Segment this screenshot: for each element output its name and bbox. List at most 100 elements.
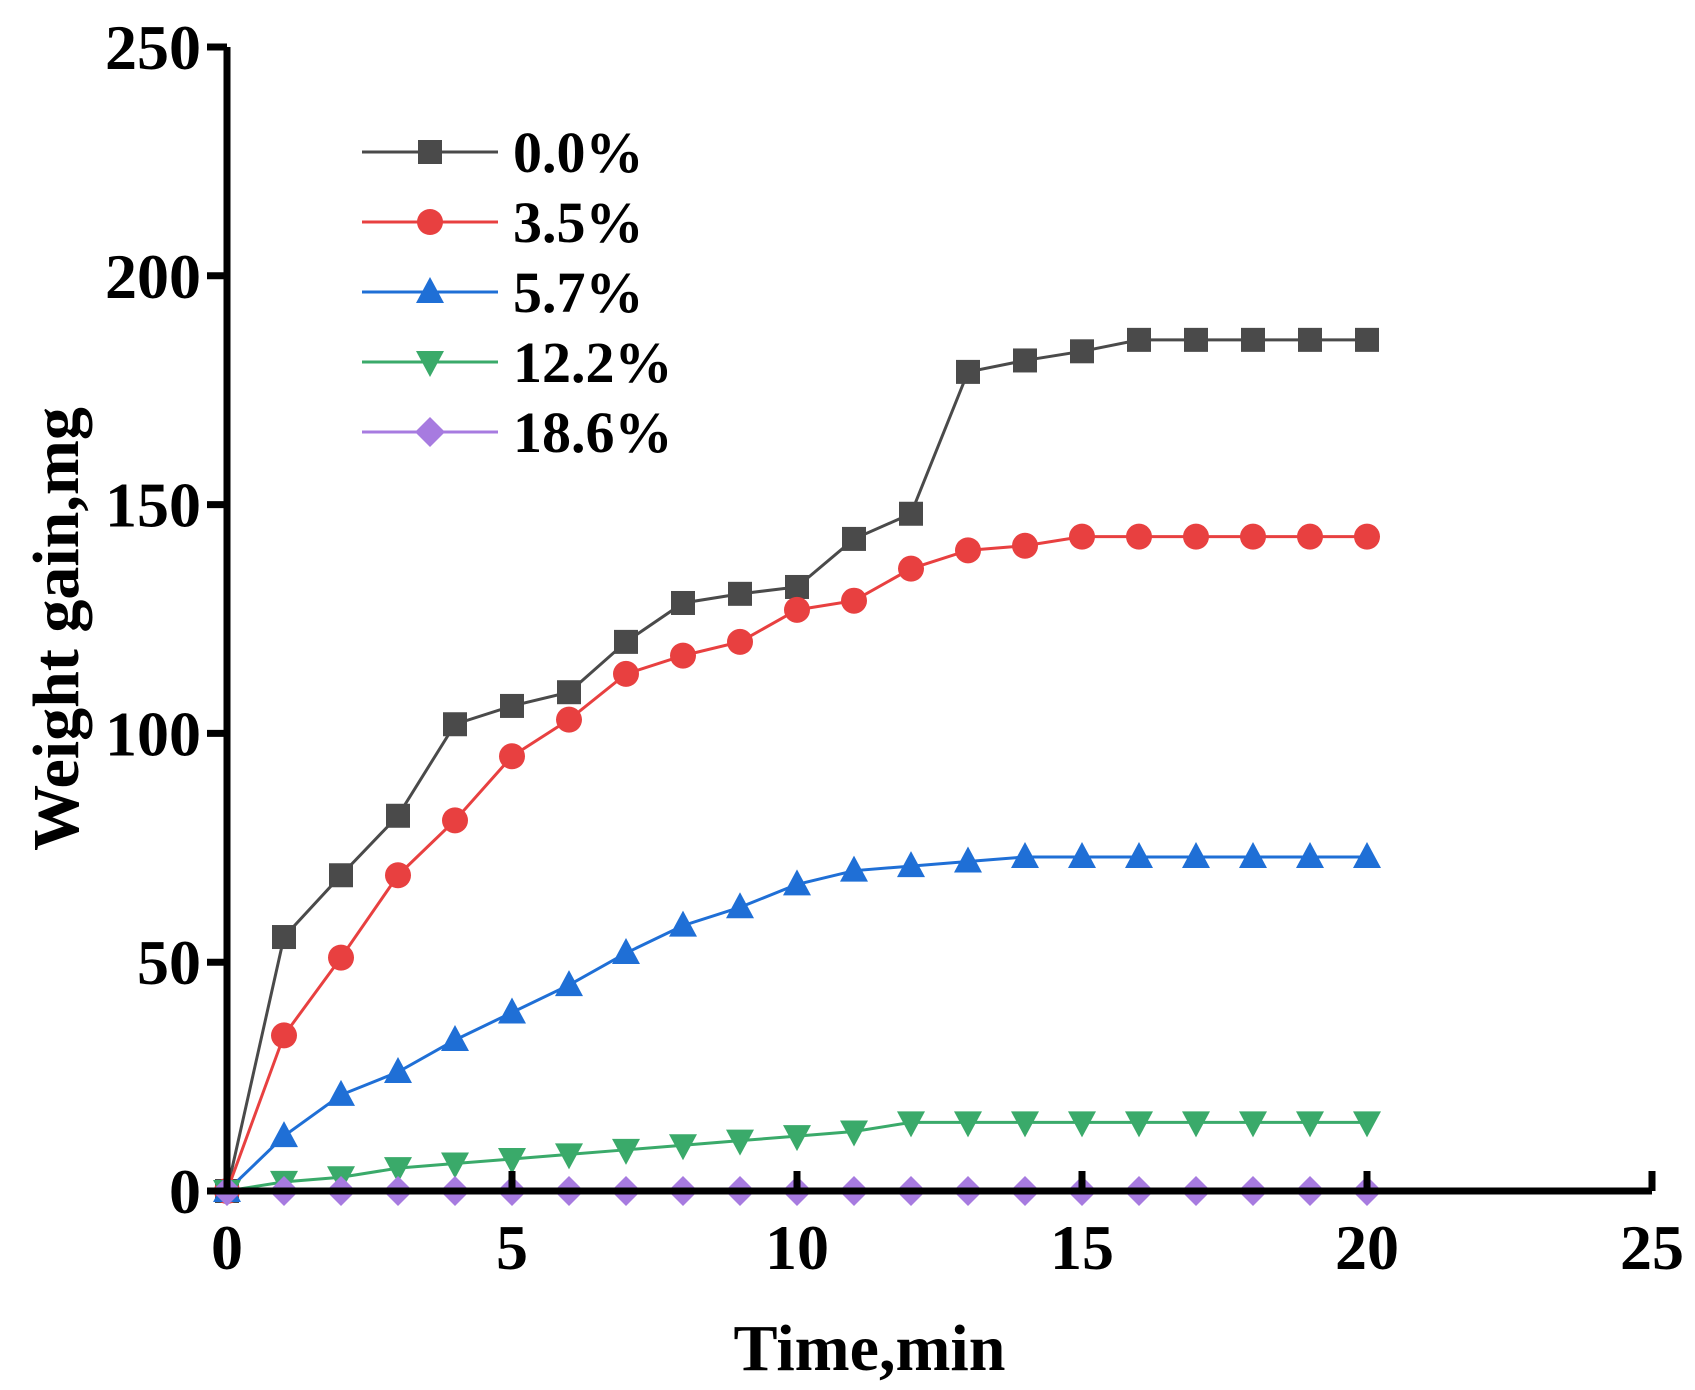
series-0.0% — [215, 327, 1379, 1203]
data-point — [1184, 327, 1208, 352]
x-tick-label: 5 — [496, 1212, 528, 1283]
data-point — [1069, 523, 1095, 550]
data-point — [954, 1111, 982, 1138]
data-point — [955, 537, 981, 564]
data-point — [783, 1125, 811, 1152]
data-point — [1125, 1111, 1153, 1138]
data-point — [329, 863, 353, 888]
y-tick-label: 50 — [137, 927, 201, 998]
legend-marker — [415, 417, 445, 447]
legend-marker — [416, 277, 444, 303]
data-point — [1353, 1111, 1381, 1138]
data-point — [728, 581, 752, 606]
data-point — [671, 590, 695, 615]
data-point — [1241, 327, 1265, 352]
data-point — [1354, 523, 1380, 550]
data-point — [898, 555, 924, 582]
x-tick-label: 20 — [1335, 1212, 1399, 1283]
data-point — [1068, 1111, 1096, 1138]
y-tick-label: 200 — [105, 241, 201, 312]
data-point — [784, 596, 810, 623]
data-point — [841, 587, 867, 614]
legend-item: 5.7% — [362, 260, 644, 325]
y-tick-label: 0 — [169, 1156, 201, 1227]
data-point — [899, 501, 923, 526]
x-tick-label: 15 — [1050, 1212, 1114, 1283]
data-point — [1296, 841, 1324, 868]
x-tick-label: 10 — [765, 1212, 829, 1283]
data-point — [442, 807, 468, 834]
data-point — [613, 660, 639, 687]
legend-marker — [417, 209, 443, 235]
data-point — [500, 693, 524, 718]
series-5.7% — [213, 841, 1381, 1202]
legend-label: 0.0% — [513, 120, 644, 185]
legend-label: 18.6% — [513, 400, 673, 465]
data-point — [1070, 339, 1094, 364]
data-point — [1125, 841, 1153, 868]
legend-marker — [416, 351, 444, 377]
legend: 0.0%3.5%5.7%12.2%18.6% — [362, 120, 673, 465]
data-point — [1068, 841, 1096, 868]
data-point — [840, 855, 868, 882]
data-point — [1011, 1111, 1039, 1138]
data-point — [271, 1022, 297, 1049]
data-point — [385, 862, 411, 889]
data-point — [897, 1111, 925, 1138]
data-point — [556, 706, 582, 733]
data-point — [1013, 348, 1037, 373]
data-point — [670, 642, 696, 669]
series-layer — [212, 327, 1382, 1206]
data-point — [1012, 532, 1038, 559]
data-point — [1240, 523, 1266, 550]
data-point — [840, 1120, 868, 1147]
data-point — [557, 680, 581, 705]
legend-label: 12.2% — [513, 330, 673, 395]
legend-label: 5.7% — [513, 260, 644, 325]
data-point — [785, 574, 809, 599]
data-point — [1182, 1111, 1210, 1138]
data-point — [1297, 523, 1323, 550]
legend-item: 3.5% — [362, 190, 644, 255]
data-point — [614, 629, 638, 654]
data-point — [1127, 327, 1151, 352]
data-point — [328, 944, 354, 971]
legend-item: 0.0% — [362, 120, 644, 185]
y-tick-label: 100 — [105, 698, 201, 769]
data-point — [327, 1079, 355, 1106]
data-point — [1126, 523, 1152, 550]
data-point — [1011, 841, 1039, 868]
data-point — [956, 359, 980, 384]
data-point — [842, 526, 866, 551]
data-point — [727, 628, 753, 655]
data-point — [499, 743, 525, 770]
y-tick-label: 250 — [105, 12, 201, 83]
data-point — [441, 1024, 469, 1051]
legend-item: 18.6% — [362, 400, 673, 465]
data-point — [1296, 1111, 1324, 1138]
data-point — [1239, 841, 1267, 868]
data-point — [386, 803, 410, 828]
data-point — [384, 1157, 412, 1184]
data-point — [555, 970, 583, 997]
x-tick-label: 0 — [211, 1212, 243, 1283]
data-point — [783, 869, 811, 896]
data-point — [1298, 327, 1322, 352]
legend-item: 12.2% — [362, 330, 673, 395]
data-point — [612, 938, 640, 965]
data-point — [669, 1134, 697, 1161]
data-point — [555, 1143, 583, 1170]
data-point — [612, 1138, 640, 1165]
data-point — [1353, 841, 1381, 868]
x-axis-title: Time,min — [734, 1312, 1006, 1385]
data-point — [270, 1121, 298, 1148]
data-point — [726, 1129, 754, 1156]
x-tick-label: 25 — [1620, 1212, 1684, 1283]
y-axis-title: Weight gain,mg — [20, 407, 93, 851]
legend-marker — [418, 140, 442, 164]
data-point — [498, 1147, 526, 1174]
axes-layer — [223, 47, 1652, 1195]
data-point — [726, 892, 754, 919]
data-point — [1183, 523, 1209, 550]
